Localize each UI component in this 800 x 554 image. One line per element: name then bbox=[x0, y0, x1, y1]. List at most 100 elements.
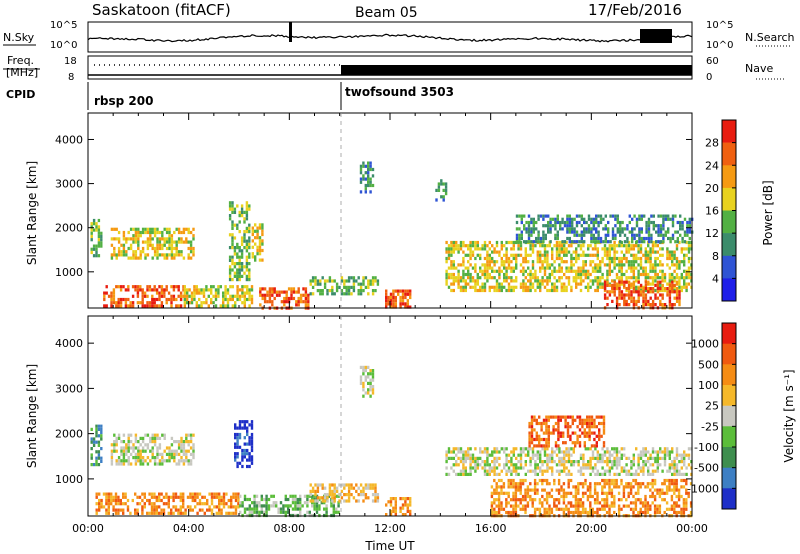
power-ylabel: Slant Range [km] bbox=[25, 161, 39, 265]
velocity-colorbar-swatch bbox=[722, 364, 736, 386]
time-tick-label: 12:00 bbox=[374, 522, 406, 535]
power-colorbar-tick-label: 24 bbox=[705, 159, 719, 172]
power-colorbar-tick-label: 28 bbox=[705, 137, 719, 150]
station-title: Saskatoon (fitACF) bbox=[92, 1, 231, 19]
power-echo-region bbox=[309, 276, 380, 296]
power-colorbar-swatch bbox=[722, 142, 736, 166]
velocity-colorbar-swatch bbox=[722, 426, 736, 448]
nave-tick-high: 60 bbox=[706, 56, 719, 67]
time-axis-label: Time UT bbox=[364, 539, 415, 553]
power-colorbar-tick-label: 12 bbox=[705, 227, 719, 240]
velocity-echo-region bbox=[90, 424, 103, 467]
power-colorbar-swatch bbox=[722, 233, 736, 256]
nsky-label: N.Sky bbox=[3, 31, 35, 44]
power-colorbar-label: Power [dB] bbox=[761, 180, 775, 245]
power-ytick-label: 3000 bbox=[55, 178, 83, 191]
power-colorbar: 4 8 12 16 20 24 28 bbox=[705, 119, 737, 302]
velocity-echo-region bbox=[110, 433, 195, 466]
nsky-tick-low: 10^0 bbox=[50, 40, 77, 51]
velocity-ylabel: Slant Range [km] bbox=[25, 364, 39, 468]
time-tick-label: 20:00 bbox=[575, 522, 607, 535]
power-colorbar-tick-label: 16 bbox=[705, 205, 719, 218]
velocity-ytick-label: 3000 bbox=[55, 382, 83, 395]
velocity-colorbar-swatch bbox=[722, 467, 736, 489]
power-echo-region bbox=[251, 223, 264, 262]
velocity-colorbar-swatch bbox=[722, 385, 736, 406]
cpid-strip: CPID rbsp 200 twofsound 3503 bbox=[6, 82, 454, 110]
nsearch-label: N.Search bbox=[745, 31, 795, 44]
velocity-panel: Slant Range [km] 1000 2000 3000 4000 00:00 0… bbox=[25, 315, 796, 553]
power-colorbar-tick-label: 20 bbox=[705, 182, 719, 195]
power-echo-region bbox=[228, 201, 251, 282]
nsky-tick-high: 10^5 bbox=[50, 20, 77, 31]
power-colorbar-swatch bbox=[722, 165, 736, 189]
power-echo-region bbox=[603, 280, 681, 310]
nave-tick-low: 0 bbox=[706, 72, 712, 83]
date-label: 17/Feb/2016 bbox=[588, 1, 682, 19]
power-echo-region bbox=[359, 161, 375, 194]
nave-block-late bbox=[341, 65, 692, 75]
velocity-colorbar: 1000 500 100 25 -25 -100 -500 -1000 bbox=[687, 322, 737, 510]
velocity-y-axis: 1000 2000 3000 4000 bbox=[55, 337, 692, 486]
velocity-ytick-label: 2000 bbox=[55, 428, 83, 441]
nsky-burst bbox=[640, 29, 672, 43]
power-colorbar-swatch bbox=[722, 187, 736, 211]
power-echo-region bbox=[90, 218, 103, 258]
velocity-colorbar-label: Velocity [m s⁻¹] bbox=[782, 369, 796, 462]
time-tick-label: 04:00 bbox=[173, 522, 205, 535]
velocity-echo-region bbox=[528, 415, 606, 448]
time-tick-label: 16:00 bbox=[475, 522, 507, 535]
velocity-colorbar-tick-label: 1000 bbox=[691, 338, 719, 351]
power-colorbar-tick-label: 8 bbox=[712, 250, 719, 263]
power-panel: Slant Range [km] 1000 2000 3000 4000 4 8 12 16… bbox=[25, 112, 775, 310]
velocity-echo-region bbox=[234, 420, 254, 469]
freq-tick-low: 8 bbox=[68, 72, 74, 83]
velocity-echo-region bbox=[95, 492, 240, 515]
velocity-echo-region bbox=[445, 447, 693, 476]
velocity-colorbar-tick-label: -100 bbox=[694, 441, 719, 454]
velocity-echo-layer bbox=[90, 365, 693, 518]
power-x-axis bbox=[87, 113, 693, 308]
nsearch-tick-low: 10^0 bbox=[706, 40, 733, 51]
beam-label: Beam 05 bbox=[355, 5, 418, 21]
power-colorbar-tick-label: 4 bbox=[712, 272, 719, 285]
power-echo-region bbox=[435, 179, 448, 202]
velocity-echo-region bbox=[359, 365, 375, 398]
velocity-colorbar-swatch bbox=[722, 447, 736, 468]
power-echo-region bbox=[385, 289, 412, 309]
nave-label: Nave bbox=[745, 62, 773, 75]
freq-tick-high: 18 bbox=[64, 56, 77, 67]
power-y-axis: 1000 2000 3000 4000 bbox=[55, 133, 692, 279]
velocity-echo-region bbox=[385, 497, 412, 517]
velocity-colorbar-tick-label: -1000 bbox=[687, 482, 719, 495]
time-tick-label: 00:00 bbox=[72, 522, 104, 535]
velocity-colorbar-swatch bbox=[722, 488, 736, 510]
freq-label-line1: Freq. bbox=[7, 54, 34, 67]
velocity-colorbar-tick-label: 500 bbox=[698, 358, 719, 371]
velocity-echo-region bbox=[309, 483, 380, 503]
cpid-segment-2: twofsound 3503 bbox=[345, 85, 454, 99]
velocity-colorbar-swatch bbox=[722, 343, 736, 365]
nsearch-tick-high: 10^5 bbox=[706, 20, 733, 31]
power-colorbar-swatch bbox=[722, 210, 736, 234]
freq-panel: Freq. [MHz] 18 8 Nave 60 0 bbox=[3, 54, 786, 83]
velocity-colorbar-tick-label: 100 bbox=[698, 379, 719, 392]
nsky-spike bbox=[289, 22, 292, 42]
power-echo-region bbox=[259, 287, 310, 310]
power-echo-region bbox=[515, 214, 694, 244]
velocity-ytick-label: 4000 bbox=[55, 337, 83, 350]
power-echo-region bbox=[183, 285, 254, 308]
time-tick-label: 00:00 bbox=[676, 522, 708, 535]
power-ytick-label: 2000 bbox=[55, 222, 83, 235]
power-echo-layer bbox=[90, 161, 694, 310]
power-echo-region bbox=[103, 285, 185, 308]
power-colorbar-swatch bbox=[722, 278, 736, 302]
velocity-colorbar-tick-label: -25 bbox=[701, 420, 719, 433]
power-echo-region bbox=[110, 227, 195, 260]
power-ytick-label: 4000 bbox=[55, 133, 83, 146]
power-colorbar-swatch bbox=[722, 255, 736, 279]
velocity-colorbar-swatch bbox=[722, 323, 736, 344]
cpid-label: CPID bbox=[6, 88, 35, 101]
velocity-colorbar-tick-label: 25 bbox=[705, 400, 719, 413]
